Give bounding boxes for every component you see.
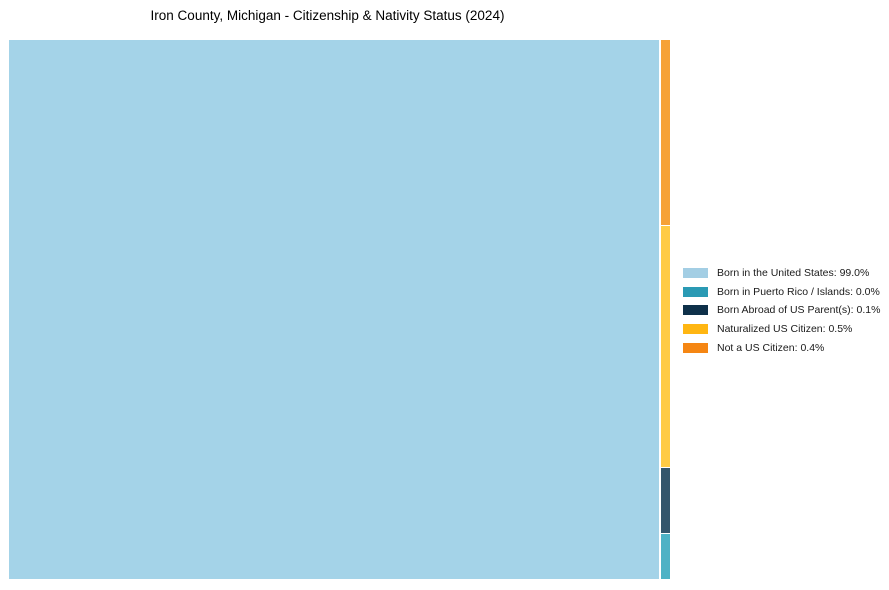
legend-item-born-in-the-united-states[interactable]: Born in the United States: 99.0% xyxy=(683,264,880,283)
legend-item-naturalized-us-citizen[interactable]: Naturalized US Citizen: 0.5% xyxy=(683,320,880,339)
treemap-cell-born-in-the-united-states[interactable] xyxy=(9,40,659,579)
legend-item-born-in-puerto-rico-islands[interactable]: Born in Puerto Rico / Islands: 0.0% xyxy=(683,283,880,302)
legend-swatch-born-abroad-of-us-parents xyxy=(683,305,708,316)
legend-swatch-born-in-puerto-rico-islands xyxy=(683,286,708,297)
treemap-cell-born-in-puerto-rico-islands[interactable] xyxy=(661,534,670,579)
legend-label-born-in-the-united-states: Born in the United States: 99.0% xyxy=(717,267,870,280)
chart-title: Iron County, Michigan - Citizenship & Na… xyxy=(150,8,505,23)
legend-label-not-a-us-citizen: Not a US Citizen: 0.4% xyxy=(717,341,825,354)
treemap-cell-naturalized-us-citizen[interactable] xyxy=(661,226,670,467)
chart-legend: Born in the United States: 99.0% Born in … xyxy=(683,264,880,357)
legend-swatch-born-in-the-united-states xyxy=(683,268,708,279)
legend-swatch-naturalized-us-citizen xyxy=(683,324,708,335)
legend-item-born-abroad-of-us-parents[interactable]: Born Abroad of US Parent(s): 0.1% xyxy=(683,301,880,320)
legend-item-not-a-us-citizen[interactable]: Not a US Citizen: 0.4% xyxy=(683,338,880,357)
treemap-cell-born-abroad-of-us-parents[interactable] xyxy=(661,468,670,533)
treemap-plot xyxy=(9,40,670,579)
legend-label-born-in-puerto-rico-islands: Born in Puerto Rico / Islands: 0.0% xyxy=(717,285,880,298)
legend-label-naturalized-us-citizen: Naturalized US Citizen: 0.5% xyxy=(717,323,853,336)
treemap-cell-not-a-us-citizen[interactable] xyxy=(661,40,670,225)
legend-swatch-not-a-us-citizen xyxy=(683,342,708,353)
legend-label-born-abroad-of-us-parents: Born Abroad of US Parent(s): 0.1% xyxy=(717,304,881,317)
